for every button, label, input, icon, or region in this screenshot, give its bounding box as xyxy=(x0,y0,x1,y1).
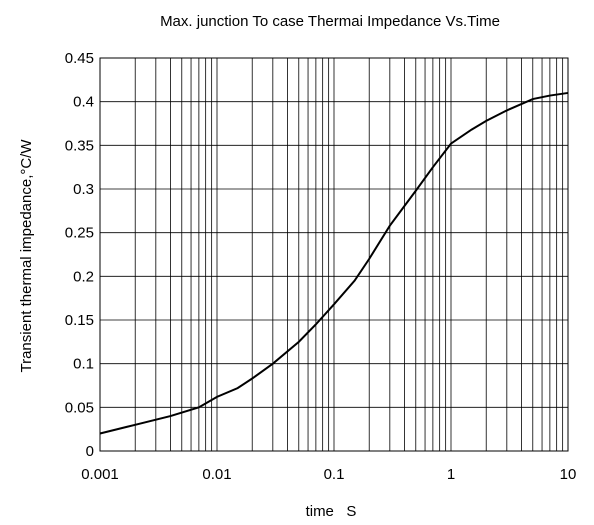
series xyxy=(99,91,569,435)
x-tick-label: 1 xyxy=(447,466,455,483)
y-tick-label: 0.15 xyxy=(65,312,94,329)
x-tick-label: 10 xyxy=(560,466,577,483)
y-tick-label: 0.3 xyxy=(73,181,94,198)
series-line xyxy=(99,91,569,435)
chart-title: Max. junction To case Thermai Impedance … xyxy=(160,13,500,30)
x-tick-label: 0.001 xyxy=(81,466,119,483)
y-tick-label: 0.05 xyxy=(65,399,94,416)
x-tick-label: 0.1 xyxy=(324,466,345,483)
y-tick-label: 0.35 xyxy=(65,137,94,154)
y-tick-label: 0.45 xyxy=(65,50,94,67)
x-axis-title: time S xyxy=(306,503,357,520)
y-tick-label: 0.1 xyxy=(73,356,94,373)
x-tick-label: 0.01 xyxy=(202,466,231,483)
y-axis-title: Transient thermal impedance,°C/W xyxy=(18,139,35,373)
grid xyxy=(99,57,568,452)
y-tick-label: 0.25 xyxy=(65,225,94,242)
y-tick-label: 0.2 xyxy=(73,268,94,285)
y-tick-label: 0.4 xyxy=(73,94,94,111)
plot-frame xyxy=(99,57,569,452)
y-axis-ticks: 0 0.05 0.1 0.15 0.2 0.25 0.3 0.35 0.4 0.45 xyxy=(65,50,94,460)
y-tick-label: 0 xyxy=(86,443,94,460)
x-axis-ticks: 0.001 0.01 0.1 1 10 xyxy=(81,466,576,483)
